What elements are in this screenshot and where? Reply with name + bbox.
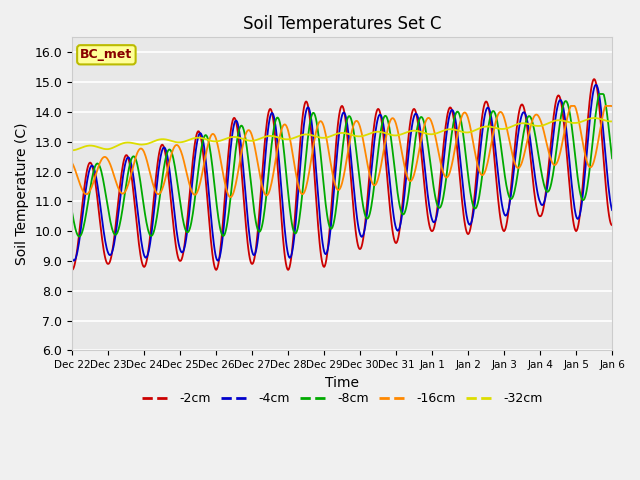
X-axis label: Time: Time [325,376,359,390]
Title: Soil Temperatures Set C: Soil Temperatures Set C [243,15,442,33]
Y-axis label: Soil Temperature (C): Soil Temperature (C) [15,122,29,265]
Legend: -2cm, -4cm, -8cm, -16cm, -32cm: -2cm, -4cm, -8cm, -16cm, -32cm [137,387,548,410]
Text: BC_met: BC_met [80,48,132,61]
